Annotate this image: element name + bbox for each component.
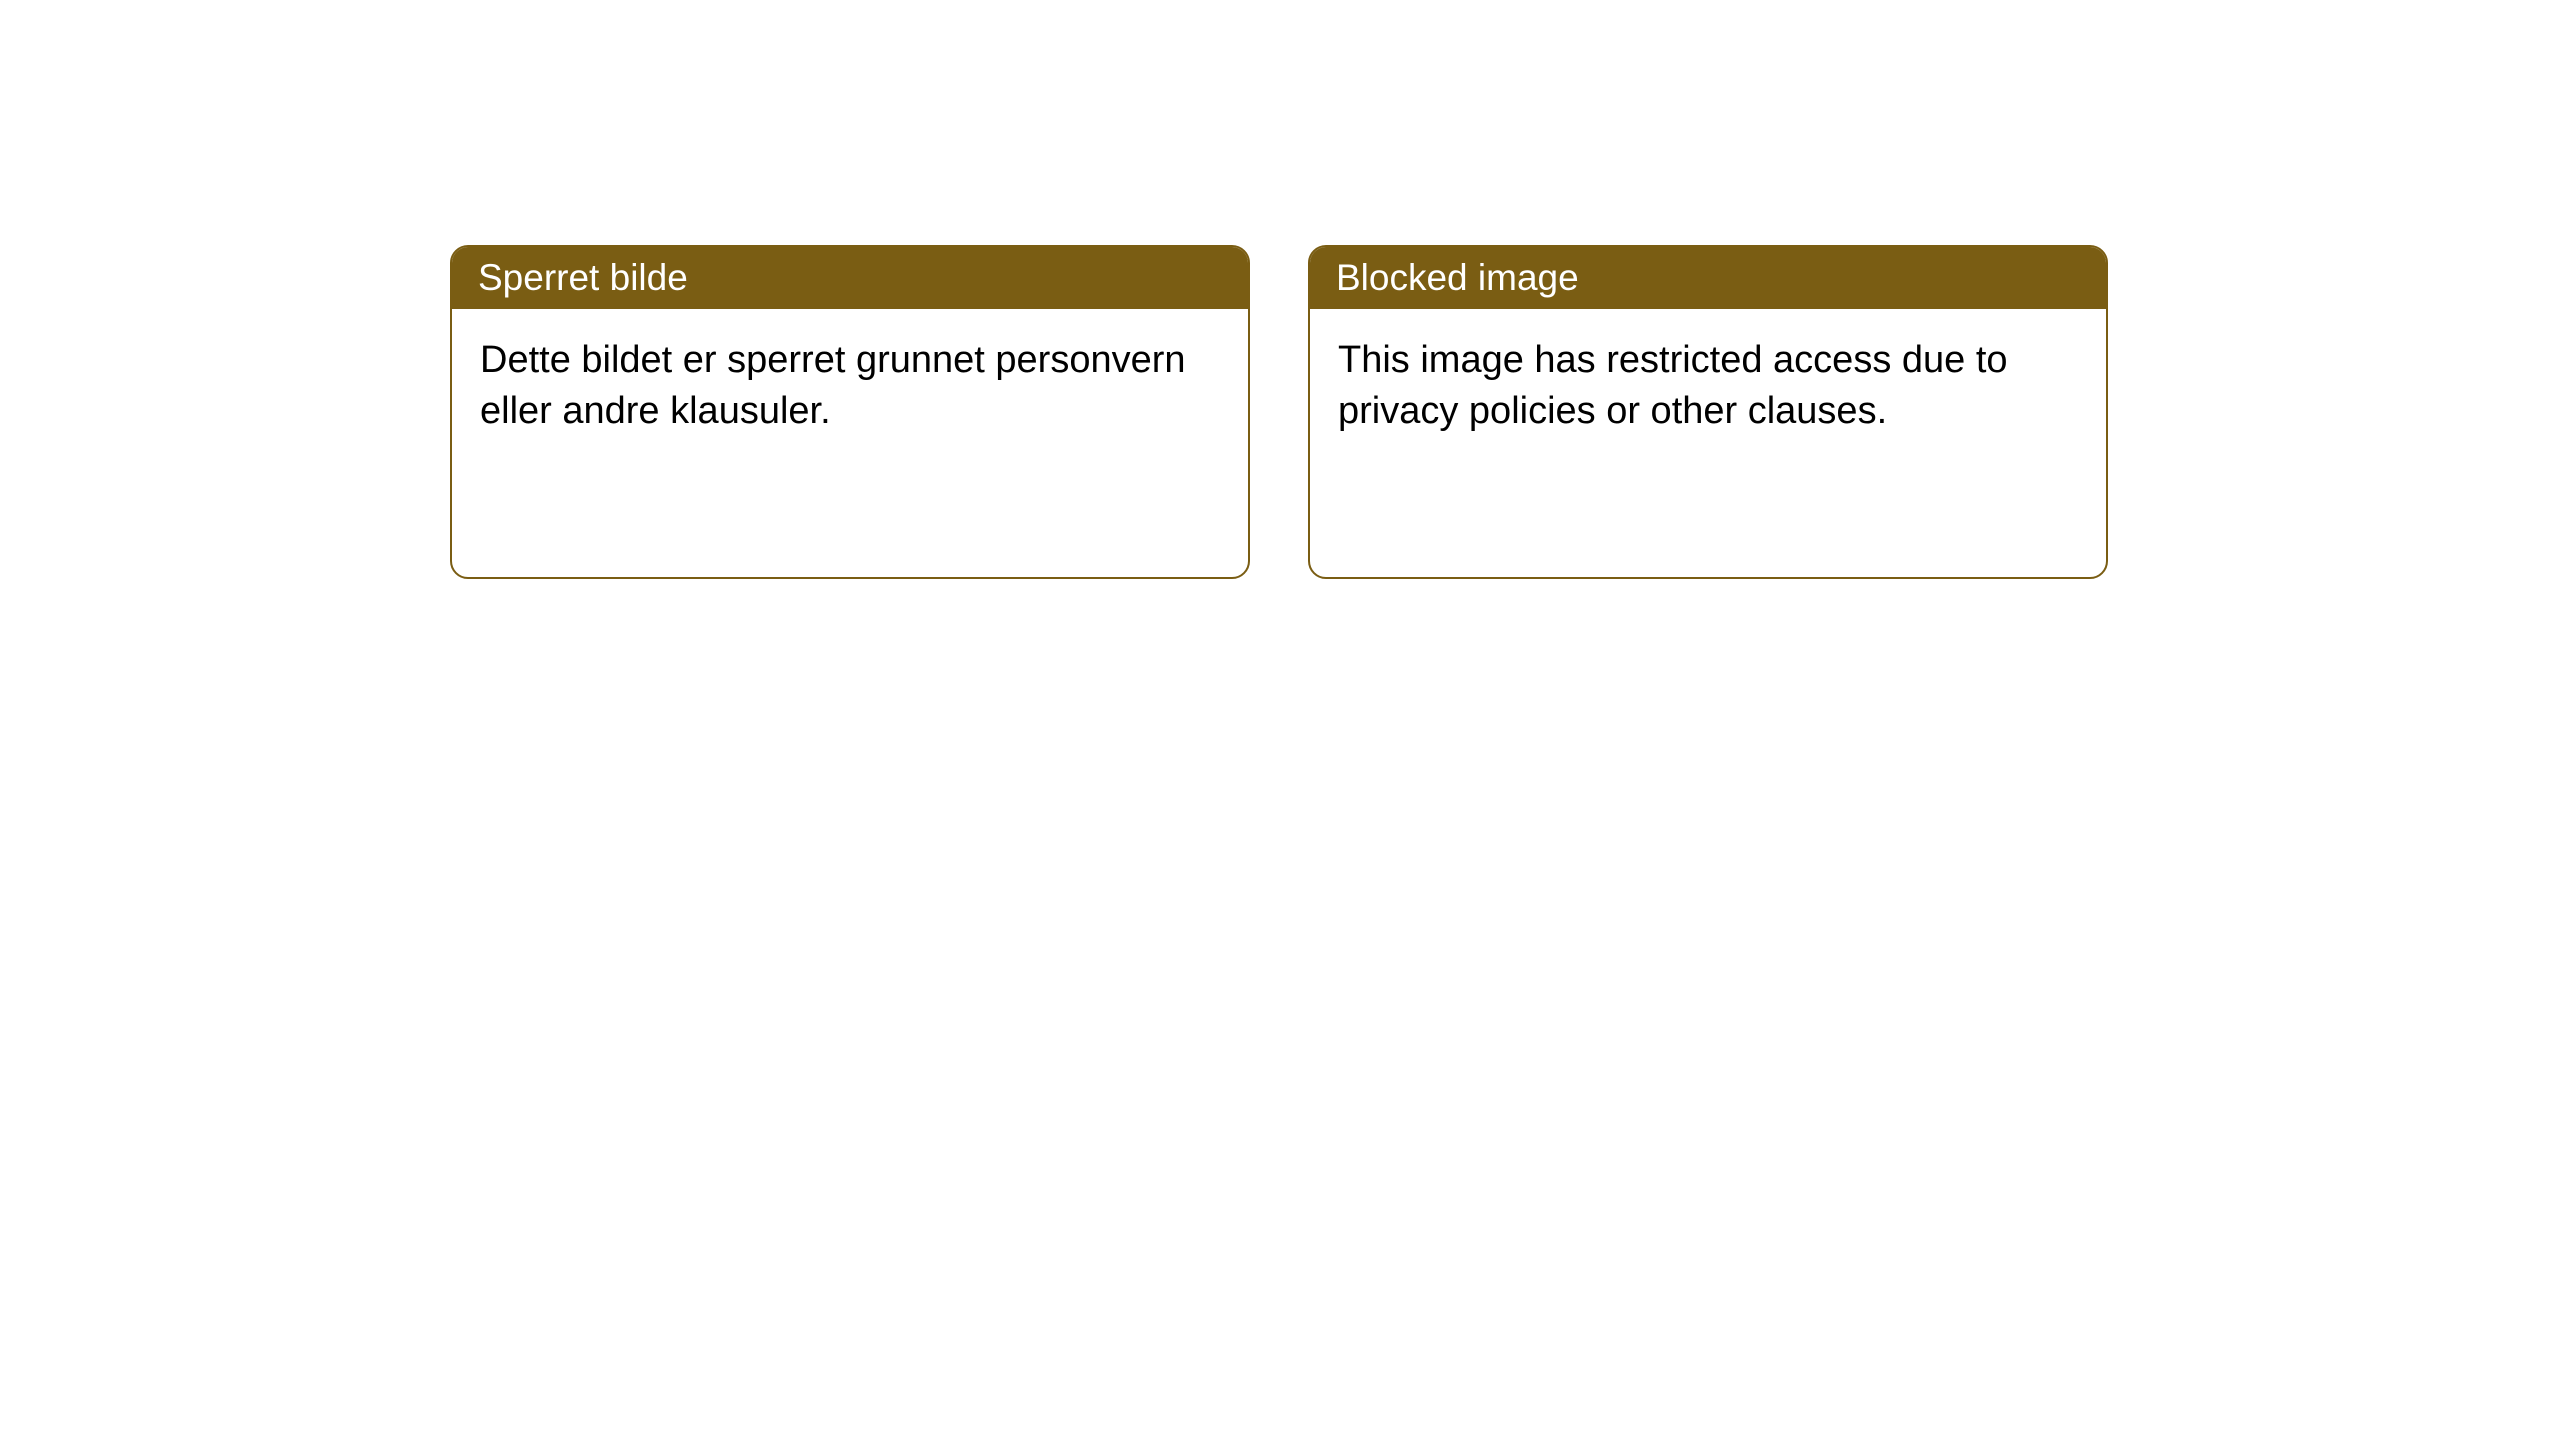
notice-body-norwegian: Dette bildet er sperret grunnet personve… <box>452 309 1248 464</box>
notice-card-norwegian: Sperret bilde Dette bildet er sperret gr… <box>450 245 1250 579</box>
notice-card-english: Blocked image This image has restricted … <box>1308 245 2108 579</box>
notice-header-english: Blocked image <box>1310 247 2106 309</box>
notice-body-english: This image has restricted access due to … <box>1310 309 2106 464</box>
notice-header-norwegian: Sperret bilde <box>452 247 1248 309</box>
notice-container: Sperret bilde Dette bildet er sperret gr… <box>0 0 2560 579</box>
